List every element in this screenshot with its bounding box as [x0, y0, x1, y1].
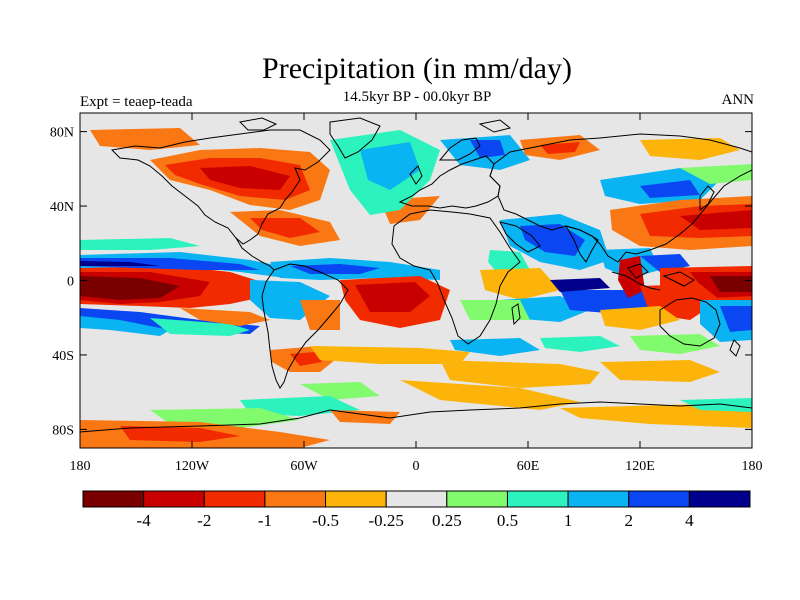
lon-tick-label: 120E — [625, 459, 655, 474]
coastline-antarctica — [80, 401, 752, 433]
colorbar-swatch — [506, 490, 569, 508]
coastline-south-america — [261, 263, 349, 389]
coastline-central-america — [235, 237, 275, 271]
colorbar-swatch — [82, 490, 145, 508]
colorbar-swatch — [567, 490, 630, 508]
colorbar-swatch — [688, 490, 751, 508]
colorbar-swatch — [385, 490, 448, 508]
latitude-axis: 80N 40N 0 40S 80S — [50, 126, 752, 438]
colorbar-label: 2 — [624, 511, 633, 530]
coastline-australia — [659, 297, 721, 347]
anomaly-region — [250, 218, 320, 238]
anomaly-region — [120, 426, 240, 442]
anomaly-region — [290, 264, 380, 274]
anomaly-region — [680, 210, 752, 230]
coastline-madagascar — [511, 303, 521, 326]
anomaly-region — [680, 164, 752, 184]
colorbar-label: 0.5 — [497, 511, 518, 530]
anomaly-region — [290, 352, 322, 366]
anomaly-region — [180, 308, 270, 326]
colorbar-label: -1 — [258, 511, 272, 530]
colorbar-swatch — [628, 490, 690, 508]
anomaly-region — [355, 282, 430, 312]
colorbar-swatch — [446, 490, 508, 508]
anomaly-region — [640, 138, 740, 160]
coastline-africa — [391, 209, 521, 345]
anomaly-region — [80, 261, 160, 266]
coastline-arabia — [499, 221, 541, 253]
colorbar-label: 4 — [685, 511, 694, 530]
anomaly-region — [540, 142, 580, 154]
coastline-indonesia — [611, 263, 695, 291]
anomaly-region — [360, 142, 420, 190]
time-range-subtitle: 14.5kyr BP - 00.0kyr BP — [342, 89, 492, 105]
anomaly-region — [310, 346, 470, 364]
lon-tick-label: 60W — [290, 459, 318, 474]
anomaly-region — [80, 316, 170, 336]
anomaly-region — [300, 300, 340, 330]
colorbar-swatch — [325, 490, 387, 508]
colorbar: -4 -2 -1 -0.5 -0.25 0.25 0.5 1 2 4 — [82, 490, 751, 530]
anomaly-region — [540, 336, 620, 352]
anomaly-region — [600, 360, 720, 382]
anomaly-region — [480, 268, 560, 300]
colorbar-label: -2 — [197, 511, 211, 530]
anomaly-region — [520, 224, 585, 256]
anomaly-region — [710, 276, 752, 292]
colorbar-swatch — [264, 490, 327, 508]
colorbar-label: 0.25 — [432, 511, 462, 530]
coastline-scandinavia — [438, 137, 481, 161]
anomaly-region — [330, 410, 400, 424]
colorbar-label: -0.5 — [312, 511, 339, 530]
colorbar-label: -0.25 — [368, 511, 403, 530]
anomaly-region — [618, 256, 645, 298]
coastline-new-zealand — [729, 339, 741, 357]
anomaly-region — [150, 318, 250, 336]
anomaly-region — [80, 276, 180, 300]
anomaly-region — [80, 258, 260, 270]
coastline-greenland — [329, 117, 381, 159]
anomaly-region — [630, 334, 720, 354]
experiment-label: Expt = teaep-teada — [80, 94, 193, 110]
coastline-japan — [699, 185, 715, 211]
lat-tick-label: 40N — [50, 200, 74, 215]
longitude-axis: 180 120W 60W 0 60E 120E 180 — [70, 113, 763, 474]
coastline-asia — [489, 133, 752, 263]
coastlines — [80, 117, 752, 433]
lon-tick-label: 180 — [70, 459, 91, 474]
lat-tick-label: 80N — [50, 126, 74, 141]
lon-tick-label: 120W — [175, 459, 210, 474]
anomaly-region — [550, 278, 610, 292]
colorbar-label: -4 — [137, 511, 152, 530]
coastline-arctic-islands — [238, 117, 512, 133]
lon-tick-label: 60E — [517, 459, 540, 474]
anomaly-region — [440, 360, 600, 388]
lat-tick-label: 0 — [67, 275, 74, 290]
anomaly-region — [300, 382, 380, 400]
anomaly-region — [680, 398, 752, 412]
lat-tick-label: 40S — [52, 349, 74, 364]
page-title: Precipitation (in mm/day) — [262, 52, 572, 85]
anomaly-region — [80, 238, 200, 250]
anomaly-region — [640, 180, 700, 198]
lon-tick-label: 180 — [742, 459, 763, 474]
anomaly-region — [640, 254, 690, 272]
coastline-india — [564, 225, 599, 263]
anomaly-region — [450, 338, 540, 356]
season-label: ANN — [721, 92, 755, 108]
coastline-britain — [409, 165, 423, 185]
lon-tick-label: 0 — [413, 459, 420, 474]
anomaly-region — [200, 166, 290, 190]
anomaly-region — [720, 306, 752, 332]
lat-tick-label: 80S — [52, 423, 74, 438]
coastline-north-america — [110, 129, 331, 245]
colorbar-swatch — [143, 490, 205, 508]
anomaly-region — [400, 380, 580, 410]
colorbar-label: 1 — [564, 511, 573, 530]
colorbar-swatch — [203, 490, 266, 508]
